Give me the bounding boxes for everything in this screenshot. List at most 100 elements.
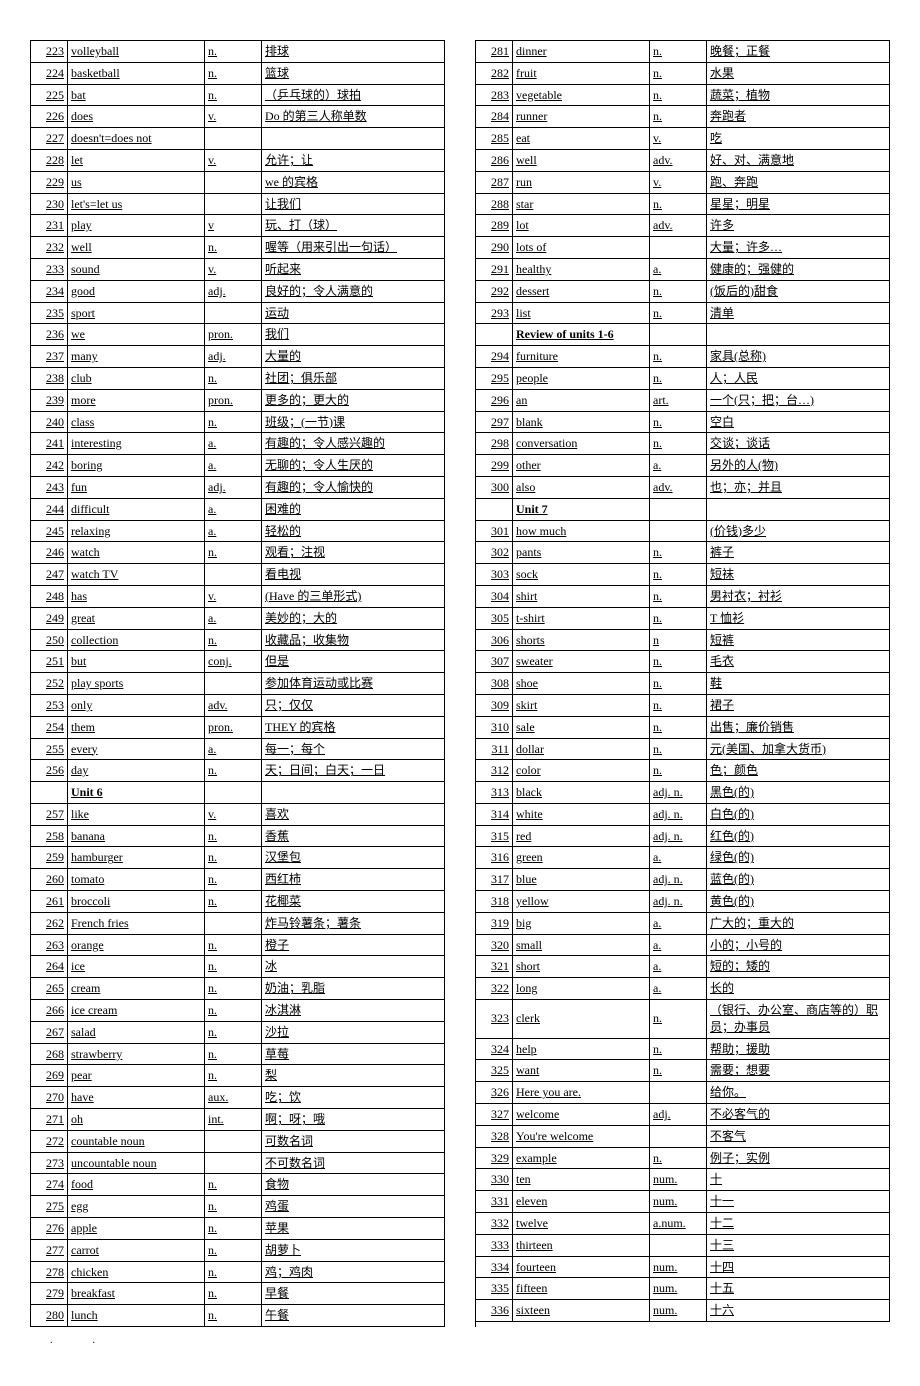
row-number: 281 [476, 41, 513, 62]
pos-cell: v. [650, 172, 707, 193]
definition-cell: 草莓 [262, 1044, 445, 1065]
definition-cell: 交谈；谈话 [707, 433, 890, 454]
row-number: 313 [476, 782, 513, 803]
pos-cell [205, 1153, 262, 1174]
definition-cell: 鞋 [707, 673, 890, 694]
vocab-row: 268strawberryn.草莓 [31, 1044, 445, 1066]
pos-cell: n. [650, 542, 707, 563]
vocab-row: 325wantn.需要；想要 [476, 1060, 890, 1082]
definition-cell: 西红柿 [262, 869, 445, 890]
row-number: 263 [31, 935, 68, 956]
pos-cell: n. [650, 194, 707, 215]
word-cell: play [68, 215, 205, 236]
vocab-row: 255everya.每一；每个 [31, 739, 445, 761]
vocab-row: 257likev.喜欢 [31, 804, 445, 826]
word-cell: lots of [513, 237, 650, 258]
definition-cell: 运动 [262, 303, 445, 324]
definition-cell: 男衬衣；衬衫 [707, 586, 890, 607]
row-number: 232 [31, 237, 68, 258]
word-cell: long [513, 978, 650, 999]
word-cell: them [68, 717, 205, 738]
pos-cell [205, 1131, 262, 1152]
pos-cell: n. [205, 63, 262, 84]
vocab-row: 241interestinga.有趣的；令人感兴趣的 [31, 433, 445, 455]
definition-cell: 鸡；鸡肉 [262, 1262, 445, 1283]
row-number: 297 [476, 412, 513, 433]
row-number: 333 [476, 1235, 513, 1256]
word-cell: ice [68, 956, 205, 977]
word-cell: help [513, 1039, 650, 1060]
pos-cell: adv. [650, 150, 707, 171]
definition-cell: 香蕉 [262, 826, 445, 847]
definition-cell: 绿色(的) [707, 847, 890, 868]
vocab-row: 243funadj.有趣的；令人愉快的 [31, 477, 445, 499]
word-cell: sock [513, 564, 650, 585]
definition-cell: 一个(只；把；台…) [707, 390, 890, 411]
vocab-row: 307sweatern.毛衣 [476, 651, 890, 673]
vocab-row: 249greata.美妙的；大的 [31, 608, 445, 630]
word-cell: have [68, 1087, 205, 1108]
pos-cell: n. [650, 63, 707, 84]
pos-cell: a. [650, 259, 707, 280]
pos-cell [650, 521, 707, 542]
vocab-row: 231playv玩、打（球） [31, 215, 445, 237]
word-cell: sport [68, 303, 205, 324]
word-cell: watch TV [68, 564, 205, 585]
vocab-row: 244difficulta.困难的 [31, 499, 445, 521]
vocab-row: 282fruitn.水果 [476, 63, 890, 85]
row-number: 237 [31, 346, 68, 367]
vocab-row: 271ohint.啊；呀；哦 [31, 1109, 445, 1131]
row-number: 224 [31, 63, 68, 84]
row-number: 256 [31, 760, 68, 781]
pos-cell: n [650, 630, 707, 651]
definition-cell: 篮球 [262, 63, 445, 84]
row-number: 325 [476, 1060, 513, 1081]
definition-cell: 玩、打（球） [262, 215, 445, 236]
vocab-row: 300alsoadv.也；亦；并且 [476, 477, 890, 499]
definition-cell: 午餐 [262, 1305, 445, 1326]
row-number: 302 [476, 542, 513, 563]
pos-cell: adj. n. [650, 869, 707, 890]
vocab-row: 230let's=let us让我们 [31, 194, 445, 216]
word-cell: lot [513, 215, 650, 236]
definition-cell: 短裤 [707, 630, 890, 651]
vocab-row: 237manyadj.大量的 [31, 346, 445, 368]
word-cell: other [513, 455, 650, 476]
row-number: 312 [476, 760, 513, 781]
word-cell: tomato [68, 869, 205, 890]
vocab-row: 328You're welcome不客气 [476, 1126, 890, 1148]
definition-cell: 看电视 [262, 564, 445, 585]
definition-cell: 十三 [707, 1235, 890, 1256]
word-cell: bat [68, 85, 205, 106]
vocab-row: 311dollarn.元(美国、加拿大货币) [476, 739, 890, 761]
row-number: 231 [31, 215, 68, 236]
word-cell: want [513, 1060, 650, 1081]
row-number: 322 [476, 978, 513, 999]
pos-cell: aux. [205, 1087, 262, 1108]
row-number: 270 [31, 1087, 68, 1108]
pos-cell: adj. [205, 281, 262, 302]
word-cell: dessert [513, 281, 650, 302]
vocab-row: 326Here you are.给你。 [476, 1082, 890, 1104]
vocab-row: 283vegetablen.蔬菜；植物 [476, 85, 890, 107]
definition-cell: 跑、奔跑 [707, 172, 890, 193]
pos-cell: art. [650, 390, 707, 411]
definition-cell: 良好的；令人满意的 [262, 281, 445, 302]
definition-cell: 但是 [262, 651, 445, 672]
row-number: 288 [476, 194, 513, 215]
vocab-row: 303sockn.短袜 [476, 564, 890, 586]
word-cell: collection [68, 630, 205, 651]
pos-cell [650, 324, 707, 345]
vocab-row: 233soundv.听起来 [31, 259, 445, 281]
row-number: 239 [31, 390, 68, 411]
row-number: 283 [476, 85, 513, 106]
definition-cell: 好、对、满意地 [707, 150, 890, 171]
definition-cell: 另外的人(物) [707, 455, 890, 476]
vocab-row: 260tomaton.西红柿 [31, 869, 445, 891]
row-number: 234 [31, 281, 68, 302]
definition-cell: 蓝色(的) [707, 869, 890, 890]
vocab-row: 285eatv.吃 [476, 128, 890, 150]
definition-cell: 天；日间；白天；一日 [262, 760, 445, 781]
vocab-row: 229uswe 的宾格 [31, 172, 445, 194]
definition-cell: 十五 [707, 1278, 890, 1299]
